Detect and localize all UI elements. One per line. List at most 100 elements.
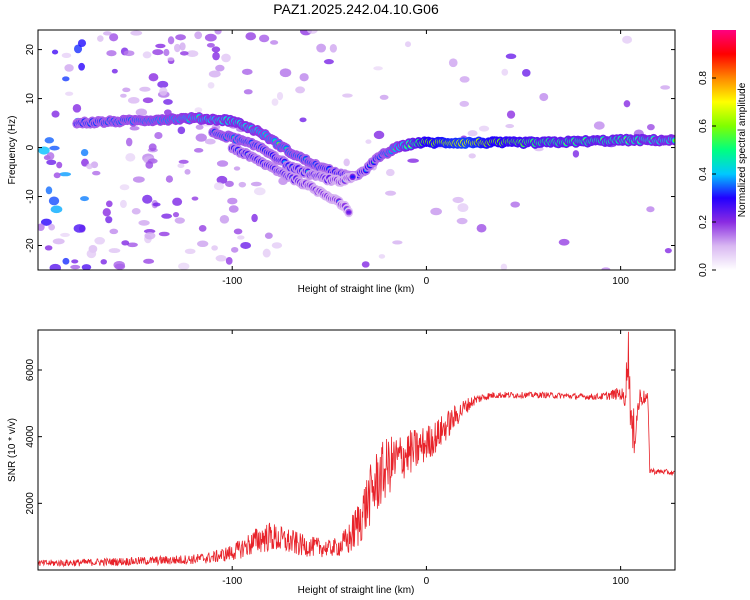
noise-speckle	[129, 126, 140, 131]
noise-speckle	[159, 87, 168, 96]
noise-speckle	[50, 205, 63, 214]
noise-speckle	[158, 231, 170, 237]
noise-speckle	[299, 117, 307, 123]
noise-speckle	[122, 87, 131, 93]
spectrogram-frame	[37, 29, 676, 271]
noise-speckle	[373, 66, 383, 71]
noise-speckle	[120, 93, 127, 98]
noise-speckle	[601, 267, 611, 270]
noise-speckle	[142, 97, 154, 104]
noise-speckle	[180, 51, 189, 56]
noise-speckle	[271, 98, 279, 106]
noise-speckle	[119, 199, 127, 209]
colorbar-label: Normalized spectral amplitude	[737, 82, 748, 217]
noise-speckle	[253, 187, 266, 196]
noise-speckle	[102, 208, 111, 217]
noise-speckle	[184, 248, 196, 255]
noise-speckle	[237, 235, 245, 240]
noise-speckle	[208, 70, 221, 78]
noise-speckle	[139, 86, 151, 92]
noise-speckle	[225, 256, 233, 265]
noise-speckle	[143, 229, 156, 234]
noise-speckle	[558, 238, 570, 246]
noise-speckle	[207, 82, 215, 89]
noise-speckle	[456, 217, 468, 225]
noise-speckle	[194, 31, 203, 40]
noise-speckle	[72, 104, 82, 113]
noise-speckle	[109, 228, 119, 235]
noise-speckle	[131, 208, 141, 215]
noise-speckle	[219, 214, 230, 224]
noise-speckle	[233, 228, 243, 235]
noise-speckle	[38, 223, 45, 231]
noise-speckle	[279, 68, 292, 78]
noise-speckle	[193, 148, 204, 153]
noise-speckle	[259, 34, 270, 43]
noise-speckle	[111, 68, 118, 74]
noise-speckle	[51, 110, 60, 118]
noise-speckle	[70, 264, 81, 270]
noise-speckle	[105, 200, 113, 208]
noise-speckle	[448, 58, 458, 68]
noise-speckle	[505, 53, 517, 60]
noise-speckle	[299, 73, 309, 82]
noise-speckle	[647, 123, 655, 131]
noise-speckle	[165, 175, 174, 183]
noise-speckle	[106, 50, 117, 57]
noise-speckle	[198, 224, 207, 232]
snr-panel: -100 0 100 2000 4000 6000 Height of straight …	[7, 329, 676, 596]
noise-speckle	[125, 153, 136, 162]
noise-speckle	[501, 68, 509, 76]
y-tick-label: 2000	[25, 492, 36, 515]
noise-speckle	[270, 40, 279, 45]
colorbar-tick-label: 0.0	[698, 263, 709, 277]
colorbar-gradient	[712, 30, 736, 270]
noise-speckle	[175, 34, 186, 41]
noise-speckle	[646, 206, 655, 213]
noise-speckle	[593, 121, 605, 130]
noise-speckle	[78, 62, 85, 71]
noise-speckle	[167, 57, 175, 62]
noise-speckle	[204, 138, 216, 145]
noise-speckle	[51, 49, 59, 55]
noise-speckle	[276, 91, 284, 101]
noise-speckle	[500, 263, 508, 270]
noise-speckle	[467, 130, 478, 137]
noise-speckle	[478, 125, 490, 132]
noise-speckle	[186, 50, 199, 58]
noise-speckle	[119, 184, 130, 191]
noise-speckle	[329, 43, 337, 53]
spectrogram-heatmap	[38, 30, 675, 270]
noise-speckle	[61, 52, 72, 59]
noise-speckle	[262, 248, 271, 258]
noise-speckle	[80, 196, 89, 202]
noise-speckle	[191, 196, 199, 201]
noise-speckle	[385, 190, 397, 196]
noise-speckle	[195, 124, 204, 130]
noise-speckle	[161, 213, 173, 219]
noise-speckle	[231, 246, 239, 253]
y-tick-label: -20	[25, 238, 36, 253]
noise-speckle	[241, 68, 253, 75]
noise-speckle	[143, 258, 155, 264]
noise-speckle	[228, 205, 239, 213]
snr-series-line	[38, 331, 675, 568]
noise-speckle	[154, 132, 163, 140]
noise-speckle	[378, 254, 386, 259]
noise-speckle	[155, 43, 166, 49]
noise-speckle	[38, 146, 50, 155]
noise-speckle	[392, 240, 403, 245]
noise-speckle	[53, 172, 61, 179]
noise-speckle	[148, 73, 159, 82]
snr-line-group	[38, 331, 675, 568]
noise-speckle	[204, 33, 217, 42]
noise-speckle	[62, 76, 70, 82]
noise-speckle	[212, 51, 220, 61]
y-tick-label: 10	[25, 93, 36, 105]
noise-speckle	[163, 48, 170, 57]
noise-speckle	[100, 259, 107, 265]
noise-speckle	[506, 110, 516, 119]
figure-title: PAZ1.2025.242.04.10.G06	[273, 1, 439, 17]
noise-speckle	[125, 137, 133, 147]
